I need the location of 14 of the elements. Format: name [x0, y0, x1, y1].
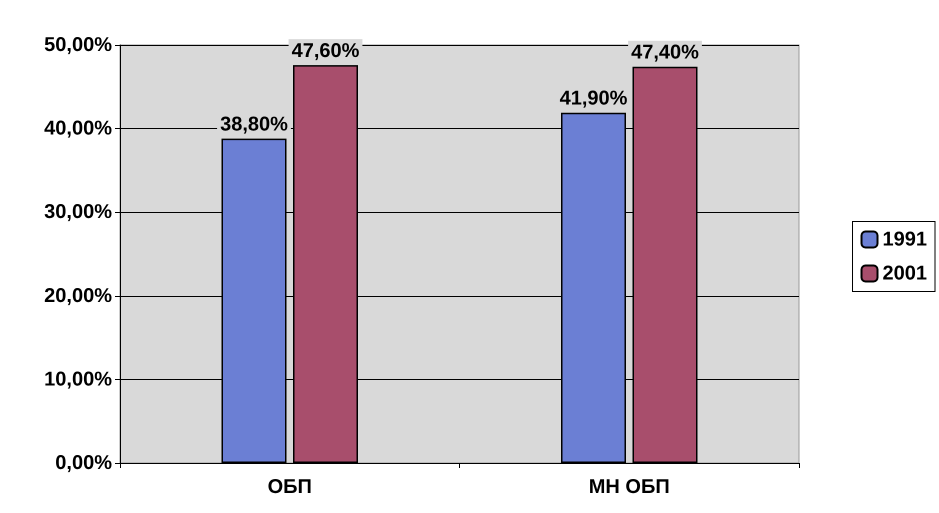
- y-tick-label: 20,00%: [44, 284, 112, 307]
- data-label: 47,60%: [292, 40, 360, 62]
- data-label: 47,40%: [631, 42, 700, 64]
- y-tick-label: 50,00%: [44, 34, 112, 56]
- y-tick-label: 40,00%: [44, 118, 112, 140]
- y-tick-label: 0,00%: [55, 452, 112, 474]
- y-tick-label: 10,00%: [44, 368, 112, 390]
- x-tick-label: МН ОБП: [588, 476, 670, 498]
- data-label: 38,80%: [220, 114, 288, 136]
- legend-label: 2001: [882, 262, 928, 284]
- legend-label: 1991: [882, 228, 928, 250]
- x-tick-label: ОБП: [268, 476, 312, 498]
- data-label: 41,90%: [560, 88, 628, 110]
- y-tick-label: 30,00%: [44, 201, 112, 224]
